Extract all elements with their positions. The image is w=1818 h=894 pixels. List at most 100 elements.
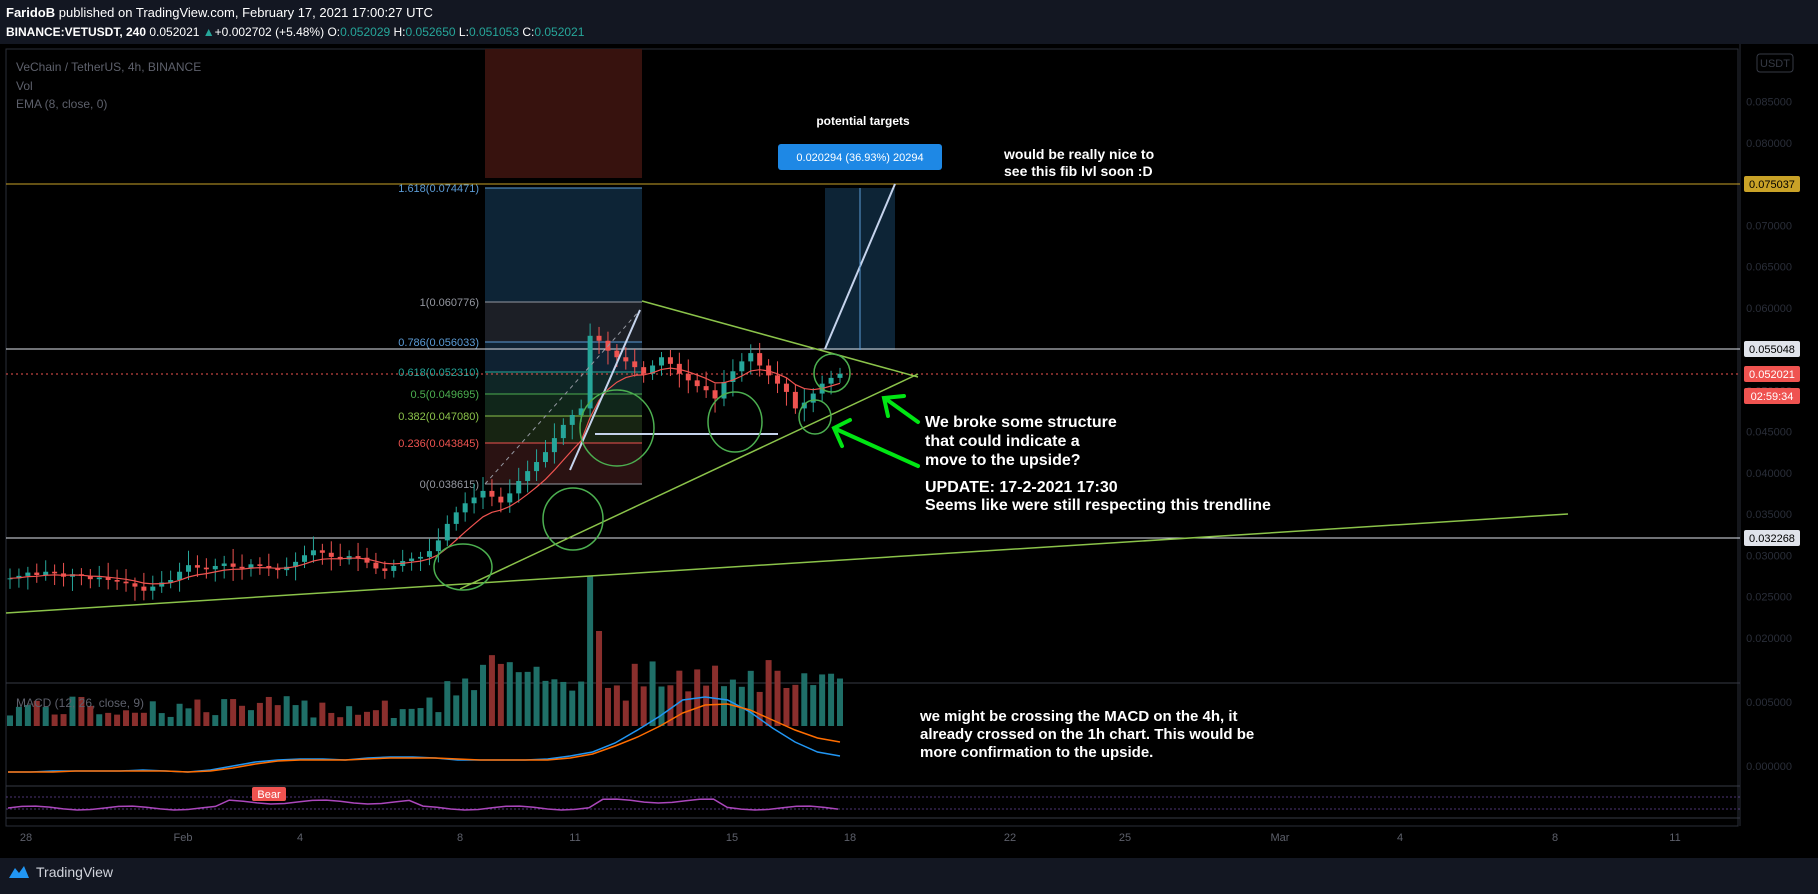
- candle-body: [498, 496, 504, 503]
- price-badge-label-1: 0.055048: [1749, 344, 1795, 356]
- volume-bar: [480, 664, 487, 726]
- candle-body: [667, 357, 673, 364]
- candle-body: [435, 540, 441, 552]
- fib-level-lines: [485, 187, 642, 485]
- candle-body: [373, 562, 379, 569]
- time-tick-10: 4: [1397, 832, 1403, 844]
- candle-body: [489, 490, 495, 497]
- volume-bar: [542, 680, 549, 726]
- volume-bar: [346, 706, 353, 726]
- volume-bar: [587, 576, 594, 726]
- low-value: 0.051053: [468, 25, 519, 39]
- candle-body: [105, 577, 111, 580]
- update-note-1: UPDATE: 17-2-2021 17:30: [925, 479, 1118, 496]
- volume-bar: [426, 697, 433, 726]
- candle-body: [16, 575, 22, 579]
- volume-bar: [551, 679, 558, 726]
- tradingview-logo[interactable]: TradingView: [8, 864, 113, 880]
- volume-bar: [667, 685, 674, 726]
- volume-bar: [319, 702, 326, 726]
- time-tick-3: 8: [457, 832, 463, 844]
- candle-body: [194, 565, 200, 568]
- volume-bar: [622, 700, 629, 726]
- volume-bar: [60, 714, 67, 726]
- triangle-lower-trendline[interactable]: [459, 373, 919, 590]
- high-value: 0.052650: [405, 25, 456, 39]
- candle-body: [185, 565, 191, 572]
- last-price: 0.052021: [149, 25, 200, 39]
- price-tick-12: 0.025000: [1746, 592, 1792, 604]
- volume-bar: [69, 696, 76, 726]
- volume-bar: [247, 710, 254, 726]
- circle-2: [542, 487, 604, 551]
- volume-bar: [631, 663, 638, 726]
- candle-body: [560, 424, 566, 439]
- volume-bar: [506, 662, 513, 726]
- volume-bar: [114, 714, 121, 726]
- volume-bar: [149, 701, 156, 726]
- candle-body: [337, 556, 343, 560]
- volume-bar: [399, 709, 406, 726]
- candle-body: [328, 552, 334, 557]
- risk-zone: [485, 49, 642, 178]
- price-chart[interactable]: 1.618(0.074471) 1(0.060776) 0.786(0.056033…: [0, 44, 1818, 858]
- candle-body: [792, 391, 798, 409]
- chart-frame: [5, 48, 1739, 827]
- volume-bar: [444, 681, 451, 726]
- volume-bar: [265, 696, 272, 726]
- volume-bar: [488, 655, 495, 726]
- symbol-label[interactable]: BINANCE:VETUSDT, 240: [6, 25, 147, 39]
- candle-body: [614, 350, 620, 358]
- volume-bar: [640, 686, 647, 726]
- volume-bar: [747, 670, 754, 726]
- candle-body: [25, 572, 31, 576]
- author-name[interactable]: FaridoB: [6, 5, 56, 20]
- candle-body: [275, 568, 281, 571]
- volume-bar: [15, 706, 22, 726]
- arrow-lower-head-icon: [831, 418, 852, 448]
- price-badge-3: [1744, 388, 1800, 404]
- volume-bar: [658, 686, 665, 726]
- price-badge-1: [1744, 341, 1800, 357]
- candle-body: [114, 580, 120, 582]
- candle-body: [569, 415, 575, 425]
- volume-bar: [613, 685, 620, 726]
- time-tick-5: 15: [726, 832, 738, 844]
- volume-bar: [372, 710, 379, 726]
- volume-bar: [363, 711, 370, 726]
- volume-bar: [604, 687, 611, 726]
- targets-title: potential targets: [816, 114, 910, 128]
- triangle-upper-trendline[interactable]: [641, 300, 919, 378]
- volume-bar: [524, 671, 531, 726]
- candle-body: [409, 558, 415, 562]
- volume-bar: [256, 702, 263, 726]
- candle-body: [596, 335, 602, 341]
- macd-note-2: already crossed on the 1h chart. This wo…: [920, 726, 1254, 743]
- volume-bar: [131, 712, 138, 726]
- target-box-text: 0.020294 (36.93%) 20294: [796, 152, 923, 164]
- candle-body: [230, 563, 236, 567]
- fib-note-2: see this fib lvl soon :D: [1004, 163, 1153, 179]
- price-badge-0: [1744, 176, 1800, 192]
- volume-bar: [676, 670, 683, 726]
- macd-note-3: more confirmation to the upside.: [920, 744, 1153, 761]
- circle-6: [813, 353, 851, 393]
- target-box[interactable]: [778, 144, 942, 170]
- volume-bar: [239, 705, 246, 726]
- volume-bar: [140, 712, 147, 726]
- volume-bar: [33, 700, 40, 726]
- candle-body: [587, 335, 593, 409]
- time-axis-ticks: 28 Feb 4 8 11 15 18 22 25 Mar 4 8 11: [20, 832, 1681, 844]
- candle-body: [293, 561, 299, 567]
- currency-badge[interactable]: [1756, 53, 1794, 73]
- candle-body: [739, 361, 745, 372]
- candle-body: [783, 383, 789, 392]
- up-triangle-icon: ▲: [202, 25, 215, 39]
- volume-bar: [703, 685, 710, 726]
- volume-bar: [185, 708, 192, 726]
- long-trendline[interactable]: [5, 513, 1569, 614]
- low-label: L:: [458, 25, 469, 39]
- time-tick-4: 11: [569, 832, 580, 844]
- candle-body: [364, 557, 370, 563]
- legend-macd: MACD (12, 26, close, 9): [16, 696, 144, 710]
